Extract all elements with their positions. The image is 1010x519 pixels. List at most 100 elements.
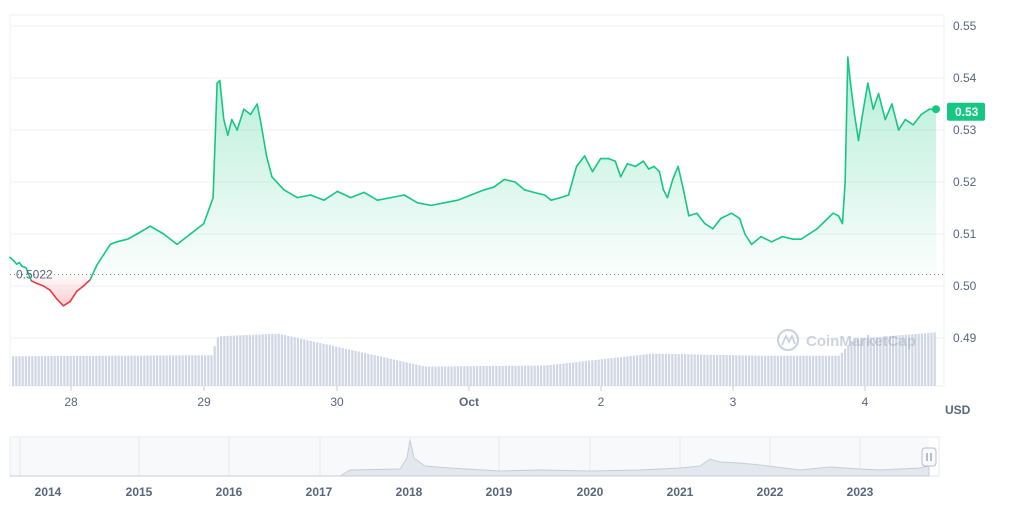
- price-segment: [456, 194, 472, 201]
- y-tick-label: 0.50: [953, 279, 977, 293]
- volume-bar: [664, 353, 667, 386]
- volume-bar: [373, 355, 376, 386]
- price-segment: [109, 241, 118, 246]
- navigator-handle[interactable]: [921, 447, 937, 467]
- price-segment: [666, 178, 674, 199]
- volume-bar: [332, 345, 335, 386]
- volume-bar: [872, 337, 875, 386]
- volume-bar: [181, 355, 184, 386]
- price-segment: [514, 181, 526, 191]
- volume-bar: [613, 357, 616, 386]
- price-segment: [800, 233, 810, 240]
- volume-bar: [306, 340, 309, 386]
- volume-bar: [162, 355, 165, 386]
- y-tick-label: 0.49: [953, 331, 977, 345]
- price-segment: [89, 264, 98, 281]
- y-tick-label: 0.55: [953, 19, 977, 33]
- price-area-down: [10, 274, 936, 306]
- volume-bar: [469, 366, 472, 386]
- navigator-year-label: 2020: [577, 485, 604, 499]
- price-segment: [376, 196, 392, 201]
- volume-bar: [748, 355, 751, 386]
- price-segment: [296, 194, 312, 199]
- volume-bar: [853, 338, 856, 386]
- volume-bar: [645, 354, 648, 386]
- volume-bar: [847, 344, 850, 386]
- price-segment: [877, 92, 887, 121]
- volume-bar: [703, 354, 706, 386]
- volume-bar: [268, 334, 271, 386]
- volume-bar: [463, 366, 466, 386]
- volume-bar: [232, 335, 235, 386]
- volume-bar: [892, 335, 895, 386]
- price-segment: [25, 266, 33, 282]
- volume-bar: [367, 353, 370, 386]
- volume-bar: [277, 333, 280, 386]
- navigator-year-label: 2018: [396, 485, 423, 499]
- price-area-up: [10, 57, 936, 275]
- volume-bar: [44, 356, 47, 386]
- volume-bar: [684, 354, 687, 386]
- price-segment: [730, 212, 741, 220]
- volume-bar: [261, 334, 264, 386]
- volume-bar: [757, 355, 760, 386]
- volume-bar: [168, 355, 171, 386]
- price-segment: [96, 254, 105, 267]
- volume-bar: [527, 365, 530, 386]
- volume-bar: [719, 354, 722, 386]
- price-segment: [260, 124, 268, 157]
- price-segment: [550, 196, 562, 201]
- volume-bar: [904, 334, 907, 386]
- volume-bar: [335, 346, 338, 386]
- current-price-badge: [947, 102, 985, 121]
- volume-bar: [312, 341, 315, 386]
- navigator[interactable]: 2014 2015 2016 2017 2018 2019 2020 2021 2022 2023: [9, 436, 940, 499]
- volume-bar: [770, 355, 773, 386]
- volume-bar: [82, 355, 85, 386]
- volume-bar: [322, 343, 325, 386]
- navigator-year-label: 2014: [35, 485, 62, 499]
- price-area: [10, 57, 936, 306]
- volume-bar: [860, 338, 863, 386]
- volume-bar: [124, 355, 127, 386]
- price-segment: [265, 155, 273, 178]
- volume-bar: [920, 333, 923, 386]
- volume-bar: [200, 355, 203, 386]
- volume-bar: [658, 353, 661, 386]
- volume-bar: [63, 356, 66, 386]
- volume-bar: [440, 366, 443, 386]
- volume-bar: [460, 366, 463, 386]
- price-segment: [677, 165, 685, 191]
- price-segment: [390, 194, 405, 199]
- volume-bar: [831, 355, 834, 386]
- price-segment: [720, 212, 733, 220]
- price-segment: [575, 155, 586, 168]
- y-tick-label: 0.53: [953, 123, 977, 137]
- volume-bar: [18, 356, 21, 386]
- volume-bar: [901, 334, 904, 386]
- price-segment: [704, 222, 714, 230]
- volume-bar: [12, 356, 15, 386]
- price-segment: [363, 191, 379, 201]
- price-segment: [591, 157, 602, 173]
- volume-bar: [178, 355, 181, 386]
- volume-bar: [85, 355, 88, 386]
- volume-bar: [402, 361, 405, 386]
- price-segment: [696, 212, 706, 225]
- price-segment: [249, 103, 259, 116]
- price-segment: [243, 108, 252, 116]
- price-segment: [126, 233, 138, 240]
- volume-bar: [396, 360, 399, 386]
- price-segment: [42, 285, 51, 291]
- price-segment: [212, 82, 218, 199]
- volume-bar: [674, 354, 677, 386]
- volume-bar: [229, 335, 232, 386]
- volume-bar: [450, 366, 453, 386]
- volume-bar: [56, 356, 59, 386]
- price-segment: [483, 186, 495, 191]
- volume-bar: [127, 355, 130, 386]
- price-segment: [682, 189, 690, 217]
- price-segment: [642, 160, 650, 170]
- price-segment: [543, 194, 552, 201]
- volume-bar: [517, 365, 520, 386]
